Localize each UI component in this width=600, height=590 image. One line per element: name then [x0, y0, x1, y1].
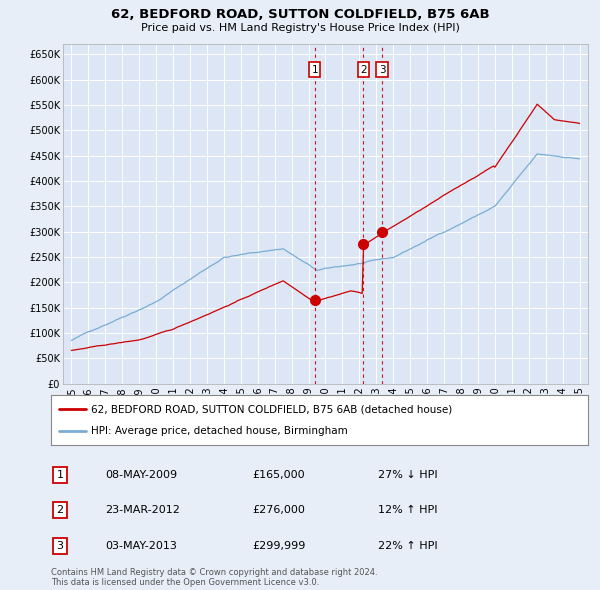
- Text: £165,000: £165,000: [252, 470, 305, 480]
- Text: 1: 1: [311, 64, 318, 74]
- Text: 62, BEDFORD ROAD, SUTTON COLDFIELD, B75 6AB: 62, BEDFORD ROAD, SUTTON COLDFIELD, B75 …: [110, 8, 490, 21]
- Text: 23-MAR-2012: 23-MAR-2012: [105, 506, 180, 515]
- Text: 03-MAY-2013: 03-MAY-2013: [105, 541, 177, 550]
- Text: 22% ↑ HPI: 22% ↑ HPI: [378, 541, 437, 550]
- Text: 3: 3: [379, 64, 385, 74]
- Text: Contains HM Land Registry data © Crown copyright and database right 2024.
This d: Contains HM Land Registry data © Crown c…: [51, 568, 377, 587]
- Text: HPI: Average price, detached house, Birmingham: HPI: Average price, detached house, Birm…: [91, 427, 348, 437]
- Text: 12% ↑ HPI: 12% ↑ HPI: [378, 506, 437, 515]
- Text: 08-MAY-2009: 08-MAY-2009: [105, 470, 177, 480]
- Text: 3: 3: [56, 541, 64, 550]
- Text: £276,000: £276,000: [252, 506, 305, 515]
- Text: Price paid vs. HM Land Registry's House Price Index (HPI): Price paid vs. HM Land Registry's House …: [140, 23, 460, 32]
- Text: £299,999: £299,999: [252, 541, 305, 550]
- Text: 1: 1: [56, 470, 64, 480]
- Text: 2: 2: [360, 64, 367, 74]
- Text: 2: 2: [56, 506, 64, 515]
- Text: 27% ↓ HPI: 27% ↓ HPI: [378, 470, 437, 480]
- Text: 62, BEDFORD ROAD, SUTTON COLDFIELD, B75 6AB (detached house): 62, BEDFORD ROAD, SUTTON COLDFIELD, B75 …: [91, 404, 452, 414]
